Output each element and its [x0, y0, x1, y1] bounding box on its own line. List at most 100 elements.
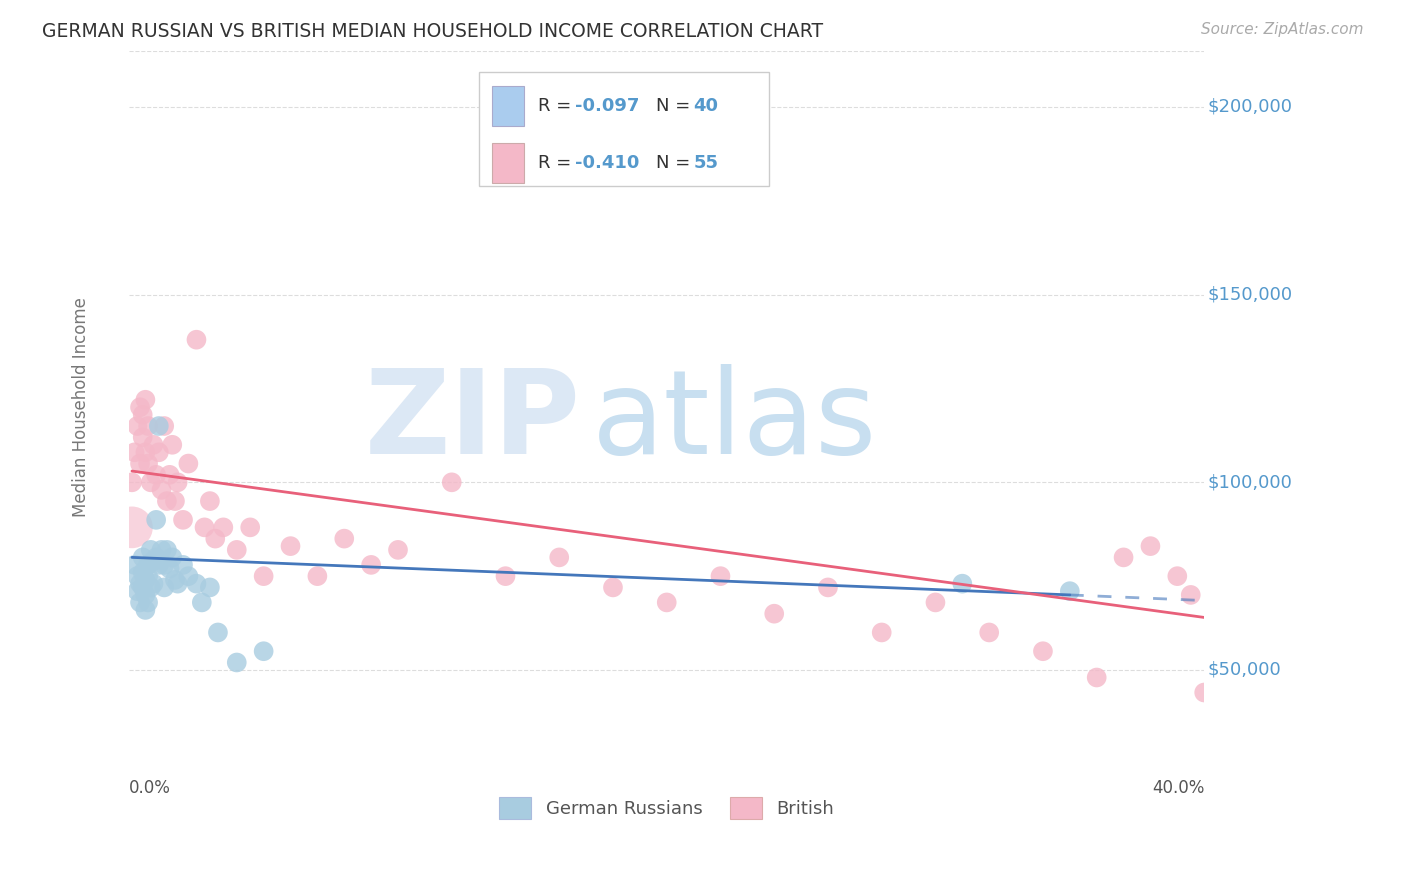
Point — [1192, 685, 1215, 699]
Point — [150, 542, 173, 557]
Point — [148, 419, 170, 434]
Point — [817, 581, 839, 595]
Point — [132, 550, 155, 565]
Point — [1112, 550, 1135, 565]
Point — [121, 475, 143, 490]
Point — [655, 595, 678, 609]
Point — [198, 581, 221, 595]
Point — [134, 603, 156, 617]
Point — [924, 595, 946, 609]
Point — [204, 532, 226, 546]
Text: R =: R = — [537, 96, 576, 114]
Point — [129, 401, 152, 415]
Point — [134, 392, 156, 407]
FancyBboxPatch shape — [478, 72, 769, 186]
Point — [163, 494, 186, 508]
Text: atlas: atlas — [592, 364, 877, 479]
Point — [280, 539, 302, 553]
Text: N =: N = — [657, 96, 696, 114]
Point — [148, 558, 170, 572]
Point — [253, 569, 276, 583]
Point — [159, 467, 181, 482]
Text: Source: ZipAtlas.com: Source: ZipAtlas.com — [1201, 22, 1364, 37]
Point — [186, 576, 208, 591]
Point — [129, 576, 152, 591]
Point — [129, 595, 152, 609]
Point — [136, 569, 159, 583]
Point — [127, 584, 149, 599]
Point — [191, 595, 214, 609]
Point — [139, 581, 162, 595]
Text: $150,000: $150,000 — [1208, 285, 1292, 303]
Point — [162, 550, 184, 565]
Point — [186, 333, 208, 347]
Point — [124, 558, 146, 572]
Point — [136, 419, 159, 434]
Point — [156, 542, 179, 557]
Point — [132, 566, 155, 580]
Point — [136, 595, 159, 609]
Point — [979, 625, 1001, 640]
Point — [207, 625, 229, 640]
Point — [172, 558, 194, 572]
Point — [156, 494, 179, 508]
Point — [127, 419, 149, 434]
Point — [950, 576, 973, 591]
Point — [440, 475, 463, 490]
Point — [870, 625, 893, 640]
Point — [212, 520, 235, 534]
Text: -0.410: -0.410 — [575, 153, 640, 171]
Point — [134, 445, 156, 459]
Text: $50,000: $50,000 — [1208, 661, 1281, 679]
Point — [333, 532, 356, 546]
Point — [162, 438, 184, 452]
Point — [548, 550, 571, 565]
Point — [142, 554, 165, 568]
Point — [166, 576, 188, 591]
Point — [132, 581, 155, 595]
Text: -0.097: -0.097 — [575, 96, 640, 114]
Text: Median Household Income: Median Household Income — [72, 297, 90, 517]
Text: 40.0%: 40.0% — [1152, 779, 1204, 797]
Point — [142, 438, 165, 452]
Point — [1085, 671, 1108, 685]
Point — [709, 569, 731, 583]
Point — [145, 467, 167, 482]
Point — [225, 656, 247, 670]
Point — [163, 573, 186, 587]
Point — [136, 558, 159, 572]
Point — [177, 457, 200, 471]
Point — [153, 419, 176, 434]
Point — [166, 475, 188, 490]
Point — [134, 573, 156, 587]
Point — [136, 457, 159, 471]
Point — [134, 588, 156, 602]
Text: 55: 55 — [693, 153, 718, 171]
Point — [225, 542, 247, 557]
Point — [145, 550, 167, 565]
Point — [150, 483, 173, 497]
Point — [142, 576, 165, 591]
Point — [253, 644, 276, 658]
Point — [602, 581, 624, 595]
Point — [132, 408, 155, 422]
Point — [153, 581, 176, 595]
Bar — [492, 144, 524, 183]
Point — [172, 513, 194, 527]
Point — [387, 542, 409, 557]
Text: 0.0%: 0.0% — [129, 779, 172, 797]
Point — [763, 607, 786, 621]
Point — [193, 520, 215, 534]
Point — [148, 445, 170, 459]
Point — [307, 569, 329, 583]
Text: R =: R = — [537, 153, 576, 171]
Point — [153, 558, 176, 572]
Point — [127, 569, 149, 583]
Point — [1180, 588, 1202, 602]
Point — [124, 445, 146, 459]
Point — [121, 520, 143, 534]
Text: ZIP: ZIP — [364, 364, 581, 479]
Point — [360, 558, 382, 572]
Point — [177, 569, 200, 583]
Text: 40: 40 — [693, 96, 718, 114]
